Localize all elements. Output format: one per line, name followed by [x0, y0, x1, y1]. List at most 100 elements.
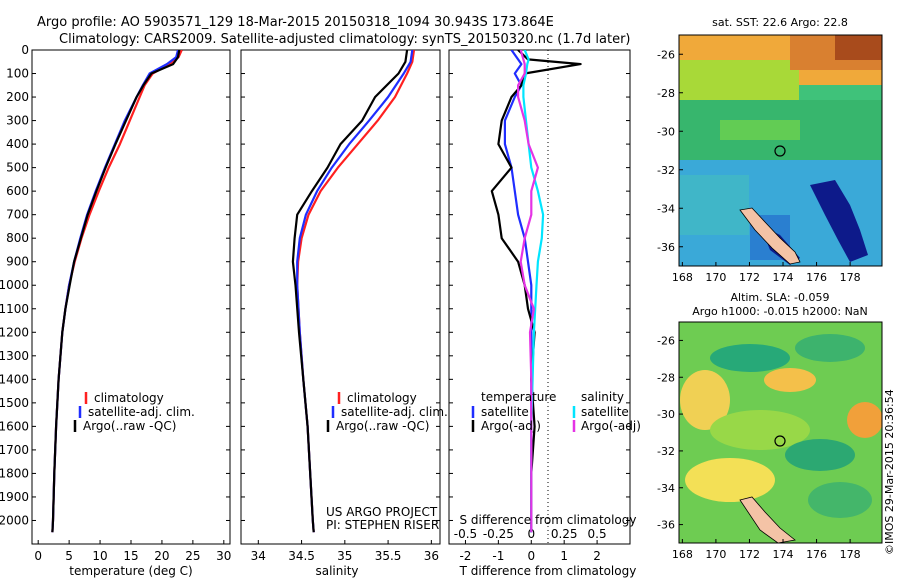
s-tick-label: 0.5: [588, 527, 607, 541]
legend-label-sal-satellite: satellite: [581, 405, 629, 419]
y-tick-label: -30: [657, 408, 675, 421]
x-tick-label: 0: [527, 549, 535, 563]
y-tick-label: 800: [6, 231, 29, 245]
y-tick-label: -32: [657, 164, 675, 177]
x-tick-label: 168: [672, 271, 693, 284]
x-tick-label: 35: [337, 549, 352, 563]
x-tick-label: 172: [739, 548, 760, 561]
sst-map-frame: [678, 34, 883, 267]
temperature-legend: climatology satellite-adj. clim. Argo(..…: [73, 391, 195, 433]
x-tick-label: 178: [840, 548, 861, 561]
salinity-axis-ticks: [241, 49, 440, 521]
y-tick-label: -36: [657, 519, 675, 532]
x-tick-label: 34.5: [288, 549, 315, 563]
y-tick-label: 1800: [0, 466, 29, 480]
x-tick-label: 178: [840, 271, 861, 284]
salinity-series: [291, 50, 416, 533]
legend-label-climatology: climatology: [347, 391, 417, 405]
y-tick-label: 200: [6, 90, 29, 104]
legend-label-argo: Argo(..raw -QC): [83, 419, 176, 433]
legend-label-satellite: satellite-adj. clim.: [88, 405, 195, 419]
sla-map-title-2: Argo h1000: -0.015 h2000: NaN: [692, 305, 868, 318]
temperature-series: [51, 50, 183, 533]
y-tick-label: 1300: [0, 349, 29, 363]
y-tick-label: -28: [657, 371, 675, 384]
x-tick-label: -2: [459, 549, 471, 563]
sst-map-axes: 168 170 172 174 176 178 -26 -28 -30 -32 -34 -36: [657, 48, 861, 284]
y-tick-label: 900: [6, 255, 29, 269]
legend-title-salinity: salinity: [581, 390, 624, 404]
salinity-legend: climatology satellite-adj. clim. Argo(..…: [326, 391, 448, 433]
y-tick-label: 1100: [0, 302, 29, 316]
y-tick-label: -26: [657, 48, 675, 61]
y-tick-label: -34: [657, 202, 675, 215]
y-tick-label: 1500: [0, 396, 29, 410]
legend-label-climatology: climatology: [94, 391, 164, 405]
legend-label-satellite: satellite-adj. clim.: [341, 405, 448, 419]
temperature-axes-box: [31, 49, 231, 545]
salinity-panel: 34 34.5 35 35.5 36 salinity climatology sate…: [240, 49, 448, 578]
imos-timestamp: ©IMOS 29-Mar-2015 20:36:54: [883, 389, 896, 555]
legend-label-temp-satellite: satellite: [481, 405, 529, 419]
x-tick-label: 174: [773, 271, 794, 284]
y-tick-label: 1600: [0, 419, 29, 433]
y-tick-label: 400: [6, 137, 29, 151]
temperature-x-label: temperature (deg C): [69, 564, 192, 578]
x-tick-label: -1: [492, 549, 504, 563]
y-tick-label: 100: [6, 67, 29, 81]
y-tick-label: 0: [21, 43, 29, 57]
salinity-difference-scale: -0.5 -0.25 0 0.25 0.5: [454, 527, 607, 541]
s-tick-label: 0: [527, 527, 535, 541]
argo-float-marker: [774, 435, 786, 447]
difference-panel: -2 -1 0 1 2 -0.5 -0.25 0 0.25 0.5 S difference f…: [448, 49, 641, 578]
header-line-2: Climatology: CARS2009. Satellite-adjuste…: [59, 32, 631, 47]
x-tick-label: 36: [424, 549, 439, 563]
x-tick-label: 172: [739, 271, 760, 284]
y-tick-label: -28: [657, 87, 675, 100]
x-tick-label: 25: [185, 549, 200, 563]
y-tick-label: -30: [657, 125, 675, 138]
x-tick-label: 10: [92, 549, 107, 563]
y-tick-label: -32: [657, 445, 675, 458]
y-tick-label: 2000: [0, 513, 29, 527]
header-line-1: Argo profile: AO 5903571_129 18-Mar-2015…: [37, 15, 554, 30]
legend-label-sal-argo: Argo(-adj): [581, 419, 641, 433]
difference-axis-ticks: [449, 49, 630, 521]
sla-map-field: [679, 322, 882, 543]
s-tick-label: -0.5: [454, 527, 477, 541]
y-tick-label: -26: [657, 334, 675, 347]
y-tick-label: 1200: [0, 325, 29, 339]
difference-series: [490, 50, 582, 533]
x-tick-label: 20: [154, 549, 169, 563]
x-tick-label: 34: [251, 549, 266, 563]
x-tick-label: 30: [216, 549, 231, 563]
project-label: US ARGO PROJECT: [326, 505, 438, 519]
s-tick-label: -0.25: [483, 527, 514, 541]
x-tick-label: 5: [65, 549, 73, 563]
difference-legend: temperature salinity satellite Argo(-adj…: [471, 390, 641, 433]
x-tick-label: 176: [806, 548, 827, 561]
t-difference-label: T difference from climatology: [459, 564, 637, 578]
y-tick-label: 500: [6, 161, 29, 175]
x-tick-label: 15: [123, 549, 138, 563]
sst-map-panel: sat. SST: 22.6 Argo: 22.8 168 170 172 174 17…: [657, 16, 883, 284]
x-tick-label: 0: [34, 549, 42, 563]
x-tick-label: 168: [672, 548, 693, 561]
s-tick-label: 0.25: [551, 527, 578, 541]
series-line-2: [51, 50, 181, 533]
y-tick-label: 700: [6, 208, 29, 222]
series-line-3: [516, 50, 540, 533]
difference-axes-box: [448, 49, 631, 545]
x-tick-label: 176: [806, 271, 827, 284]
x-tick-label: 1: [560, 549, 568, 563]
temperature-y-axis: 0 100 200 300 400 500 600 700 800 900 1000 1100 1200…: [0, 43, 230, 527]
argo-float-marker: [774, 145, 786, 157]
legend-title-temperature: temperature: [481, 390, 556, 404]
x-tick-label: 2: [593, 549, 601, 563]
sla-map-panel: Altim. SLA: -0.059 Argo h1000: -0.015 h2…: [657, 291, 883, 561]
x-tick-label: 170: [705, 548, 726, 561]
x-tick-label: 35.5: [375, 549, 402, 563]
temperature-x-axis: 0 5 10 15 20 25 30: [34, 540, 231, 563]
legend-label-argo: Argo(..raw -QC): [336, 419, 429, 433]
